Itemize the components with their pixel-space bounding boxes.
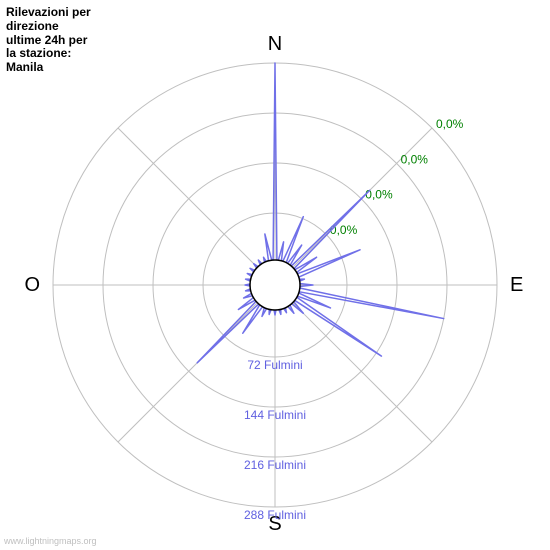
cardinal-N: N [268,33,282,55]
rose-path [197,63,443,363]
bottom-ring-label-0: 72 Fulmini [247,358,302,372]
spoke-135 [293,303,432,442]
bottom-ring-label-1: 144 Fulmini [244,408,306,422]
cardinal-W: O [24,274,40,296]
spoke-225 [118,303,257,442]
inner-circle [250,260,300,310]
spoke-315 [118,128,257,267]
right-ring-label-3: 0,0% [436,117,464,131]
bottom-ring-label-3: 288 Fulmini [244,508,306,522]
bottom-ring-label-2: 216 Fulmini [244,458,306,472]
polar-chart: NESO0,0%0,0%0,0%0,0%72 Fulmini144 Fulmin… [0,0,550,550]
right-ring-label-2: 0,0% [401,152,429,166]
cardinal-E: E [510,274,523,296]
